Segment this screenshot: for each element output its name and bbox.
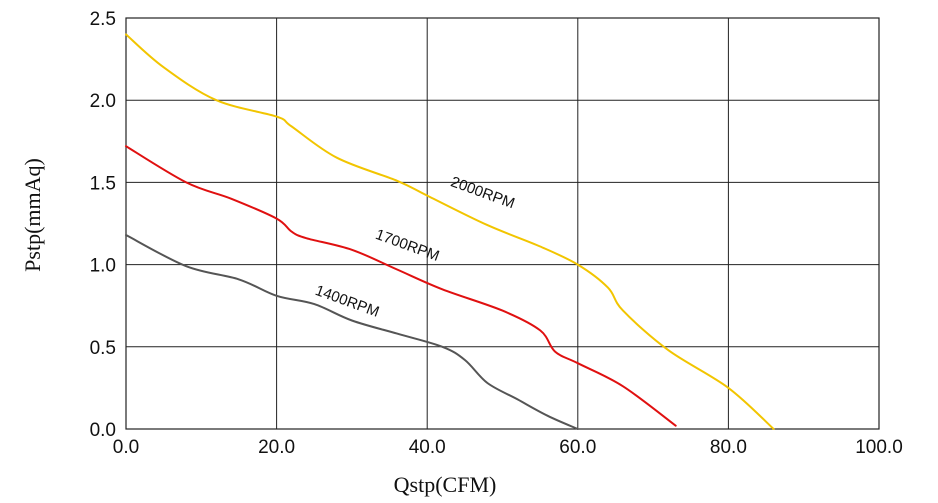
series-label-1700rpm: 1700RPM — [373, 226, 441, 265]
series-line-1400rpm — [125, 234, 579, 430]
x-axis-title: Qstp(CFM) — [394, 472, 497, 497]
x-tick-label: 20.0 — [258, 437, 295, 458]
x-tick-labels: 0.0 20.0 40.0 60.0 80.0 100.0 — [113, 437, 903, 458]
series-line-1700rpm — [125, 145, 677, 427]
plot-frame — [125, 17, 880, 430]
y-axis-title: Pstp(mmAq) — [20, 158, 45, 272]
series-line-2000rpm — [125, 33, 775, 430]
grid-lines — [125, 17, 880, 430]
x-tick-label: 0.0 — [113, 437, 139, 458]
y-tick-label: 0.5 — [90, 338, 116, 359]
x-tick-label: 100.0 — [855, 437, 903, 458]
series-label-1400rpm: 1400RPM — [313, 282, 381, 321]
y-tick-label: 2.5 — [90, 9, 116, 30]
y-tick-label: 0.0 — [90, 420, 116, 441]
y-tick-label: 2.0 — [90, 91, 116, 112]
series-curves — [125, 33, 775, 430]
y-tick-label: 1.5 — [90, 173, 116, 194]
series-label-2000rpm: 2000RPM — [448, 173, 516, 212]
y-tick-labels: 0.0 0.5 1.0 1.5 2.0 2.5 — [90, 9, 116, 441]
y-tick-label: 1.0 — [90, 256, 116, 277]
x-tick-label: 80.0 — [710, 437, 747, 458]
x-tick-label: 40.0 — [409, 437, 446, 458]
x-tick-label: 60.0 — [559, 437, 596, 458]
